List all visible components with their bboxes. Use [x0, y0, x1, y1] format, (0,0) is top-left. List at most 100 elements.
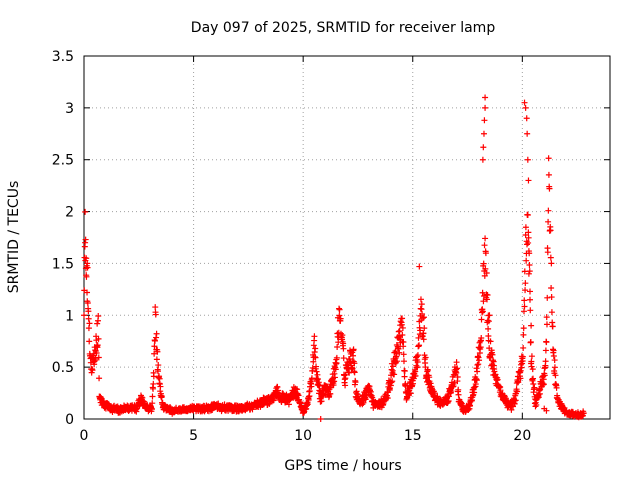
data-point	[331, 374, 338, 381]
data-point	[482, 250, 489, 257]
data-point	[522, 287, 529, 294]
data-point	[484, 291, 491, 298]
x-tick-label: 0	[80, 428, 89, 444]
data-point	[424, 367, 431, 374]
axis-ticks: 0 5 10 15 20 0 0.5 1 1.5 2 2.5 3 3.5	[52, 49, 610, 444]
data-point	[521, 303, 528, 310]
data-point	[393, 350, 400, 357]
data-point	[521, 297, 528, 304]
data-point	[553, 384, 560, 391]
data-point	[410, 380, 417, 387]
data-point	[549, 323, 556, 330]
data-point	[86, 320, 93, 327]
data-point	[552, 372, 559, 379]
data-point	[388, 366, 395, 373]
data-point	[417, 327, 424, 334]
data-point	[476, 357, 483, 364]
data-point	[482, 235, 489, 242]
data-point	[351, 360, 358, 367]
data-point	[84, 260, 91, 267]
data-point	[485, 325, 492, 332]
data-point	[156, 375, 163, 382]
data-point	[419, 310, 426, 317]
data-point	[527, 307, 534, 314]
data-point	[95, 354, 102, 361]
data-point	[92, 355, 99, 362]
data-point	[543, 314, 550, 321]
data-point	[548, 285, 555, 292]
data-point	[274, 387, 281, 394]
data-point	[394, 358, 401, 365]
data-point	[547, 254, 554, 261]
data-point	[350, 352, 357, 359]
data-point	[487, 338, 494, 345]
data-point	[528, 322, 535, 329]
data-point	[87, 359, 94, 366]
data-point	[400, 358, 407, 365]
data-point	[551, 357, 558, 364]
data-point	[416, 342, 423, 349]
data-point	[465, 407, 472, 414]
data-point	[520, 344, 527, 351]
data-point	[308, 383, 315, 390]
data-point	[416, 263, 423, 270]
data-point	[520, 331, 527, 338]
data-point	[479, 289, 486, 296]
data-point	[333, 360, 340, 367]
data-point	[522, 104, 529, 111]
data-point	[314, 376, 321, 383]
data-point	[396, 327, 403, 334]
data-point	[304, 401, 311, 408]
data-point	[523, 257, 530, 264]
data-point	[83, 273, 90, 280]
data-point	[478, 316, 485, 323]
y-axis-label: SRMTID / TECUs	[6, 181, 22, 294]
data-point	[333, 354, 340, 361]
data-point	[454, 365, 461, 372]
data-point	[313, 368, 320, 375]
data-point	[482, 265, 489, 272]
data-point	[482, 104, 489, 111]
data-point	[453, 359, 460, 366]
data-point	[340, 340, 347, 347]
data-point	[150, 380, 157, 387]
data-point	[480, 260, 487, 267]
data-point	[414, 358, 421, 365]
x-tick-label: 5	[189, 428, 198, 444]
data-point	[342, 382, 349, 389]
data-point	[396, 349, 403, 356]
data-point	[422, 354, 429, 361]
data-point	[421, 325, 428, 332]
data-point	[388, 379, 395, 386]
data-point	[480, 144, 487, 151]
data-point	[152, 304, 159, 311]
data-point	[340, 355, 347, 362]
data-point	[544, 249, 551, 256]
data-point	[524, 130, 531, 137]
data-point	[351, 369, 358, 376]
data-point	[395, 345, 402, 352]
data-point	[81, 312, 87, 319]
data-point	[550, 352, 557, 359]
data-point	[542, 347, 549, 354]
data-point	[95, 312, 102, 319]
data-point	[508, 406, 515, 413]
data-point	[494, 376, 501, 383]
data-point	[152, 311, 159, 318]
x-axis-label: GPS time / hours	[284, 458, 401, 474]
data-point	[551, 364, 558, 371]
data-point	[482, 94, 489, 101]
data-point	[420, 330, 427, 337]
y-tick-label: 2.5	[52, 153, 74, 169]
data-point	[525, 234, 532, 241]
data-point	[546, 185, 553, 192]
data-point	[485, 333, 492, 340]
data-point	[512, 397, 519, 404]
data-point	[396, 333, 403, 340]
data-point	[154, 368, 161, 375]
data-point	[414, 352, 421, 359]
data-point	[480, 298, 487, 305]
data-point	[153, 356, 160, 363]
data-point	[85, 315, 92, 322]
